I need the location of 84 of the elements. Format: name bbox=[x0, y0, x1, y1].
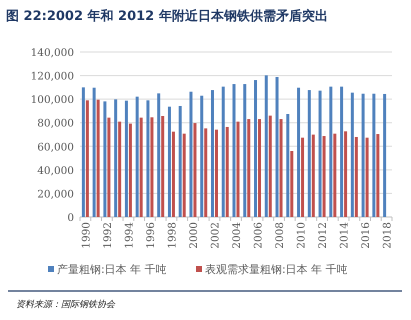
bar bbox=[114, 99, 118, 217]
x-tick-label: 1990 bbox=[80, 222, 92, 249]
bar bbox=[200, 96, 204, 217]
x-tick-label: 1992 bbox=[102, 222, 114, 249]
bar bbox=[157, 93, 160, 217]
bar bbox=[86, 100, 89, 217]
bar bbox=[226, 126, 229, 217]
bar bbox=[146, 100, 150, 217]
bar bbox=[124, 100, 128, 217]
bar bbox=[232, 84, 236, 217]
bar bbox=[322, 136, 326, 217]
x-tick-label: 2008 bbox=[274, 222, 286, 249]
bar bbox=[96, 100, 100, 217]
bar bbox=[383, 94, 386, 217]
bar bbox=[168, 106, 171, 217]
bar bbox=[254, 80, 258, 217]
y-tick-label: 100,000 bbox=[30, 94, 74, 106]
bar bbox=[362, 94, 365, 217]
bar bbox=[344, 131, 348, 217]
bar bbox=[103, 101, 106, 217]
y-tick-label: 60,000 bbox=[37, 141, 74, 154]
x-tick-label: 2000 bbox=[188, 222, 200, 249]
bar bbox=[136, 96, 139, 217]
x-tick-label: 1996 bbox=[144, 222, 157, 249]
bar bbox=[258, 119, 262, 217]
bar bbox=[128, 124, 132, 217]
bar bbox=[340, 86, 344, 217]
bar bbox=[140, 118, 143, 217]
bar bbox=[236, 122, 240, 217]
x-tick-label: 2004 bbox=[231, 222, 243, 249]
bar bbox=[329, 86, 332, 217]
bar bbox=[161, 116, 164, 217]
bar bbox=[301, 138, 304, 217]
text: 资料来源：国际钢铁协会 bbox=[16, 299, 116, 310]
x-tick-label: 1998 bbox=[166, 222, 178, 249]
bar bbox=[268, 116, 272, 217]
chart-title: 图 22:2002 年和 2012 年附近日本钢铁供需矛盾突出 bbox=[6, 8, 328, 24]
x-tick-label: 2012 bbox=[317, 222, 330, 249]
bar bbox=[297, 88, 300, 217]
bar bbox=[178, 106, 182, 217]
legend-label: 表观需求量粗钢:日本 年 千吨 bbox=[205, 263, 348, 276]
bar bbox=[243, 84, 246, 217]
bar bbox=[214, 130, 218, 217]
bar bbox=[286, 114, 290, 217]
legend-label: 产量粗钢:日本 年 千吨 bbox=[57, 263, 167, 276]
bar bbox=[222, 86, 225, 217]
x-tick-label: 2010 bbox=[296, 222, 308, 249]
bar bbox=[210, 90, 214, 217]
x-tick-label: 2002 bbox=[209, 222, 222, 249]
bar bbox=[193, 123, 196, 217]
y-tick-label: 0 bbox=[67, 212, 74, 224]
bar bbox=[82, 87, 85, 217]
bar bbox=[107, 118, 110, 217]
y-tick-label: 20,000 bbox=[37, 188, 74, 200]
y-tick-label: 140,000 bbox=[30, 47, 74, 59]
y-tick-label: 40,000 bbox=[37, 164, 74, 177]
bar bbox=[350, 92, 354, 217]
y-tick-label: 120,000 bbox=[30, 70, 74, 83]
x-tick-label: 2006 bbox=[252, 222, 265, 249]
bar bbox=[150, 117, 154, 217]
bar bbox=[182, 134, 186, 217]
bar bbox=[247, 119, 250, 217]
x-tick-label: 1994 bbox=[123, 222, 136, 249]
bar bbox=[172, 132, 175, 217]
bar bbox=[372, 94, 376, 217]
bar bbox=[312, 134, 315, 217]
bar bbox=[118, 122, 122, 217]
bar bbox=[354, 136, 358, 217]
bar bbox=[333, 134, 336, 217]
x-tick-label: 2018 bbox=[382, 222, 394, 249]
bar bbox=[204, 128, 208, 217]
x-tick-label: 2014 bbox=[338, 222, 351, 249]
bar bbox=[280, 119, 283, 217]
bar bbox=[318, 90, 322, 217]
x-tick-label: 2016 bbox=[360, 222, 372, 249]
bar bbox=[366, 138, 369, 217]
bar bbox=[290, 151, 294, 217]
bar bbox=[308, 90, 311, 217]
y-tick-label: 80,000 bbox=[37, 118, 74, 130]
bar bbox=[189, 92, 192, 217]
bar bbox=[92, 88, 96, 217]
bar bbox=[264, 75, 268, 217]
bar bbox=[276, 76, 279, 217]
bar bbox=[376, 134, 380, 217]
